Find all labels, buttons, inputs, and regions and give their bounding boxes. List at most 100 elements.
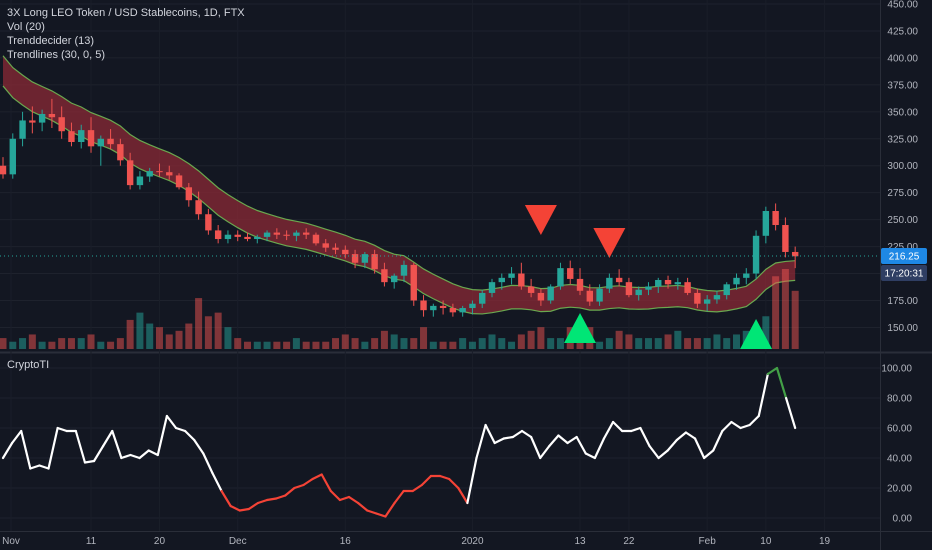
candle — [0, 157, 7, 179]
cryptoti-segment — [74, 429, 87, 464]
price-tick-label: 425.00 — [887, 26, 918, 37]
candle — [694, 288, 701, 309]
candle — [156, 163, 163, 177]
candle — [263, 230, 271, 242]
indicator-legend[interactable]: CryptoTI — [7, 359, 50, 371]
candle-body — [410, 264, 417, 301]
legend-trendlines[interactable]: Trendlines (30, 0, 5) — [7, 49, 106, 61]
volume-bar — [674, 330, 682, 349]
candle-body — [302, 232, 310, 235]
cryptoti-segment — [530, 435, 542, 460]
cryptoti-segment — [165, 414, 178, 430]
cryptoti-segment — [648, 444, 660, 460]
volume-bar — [332, 338, 340, 349]
volume-bar — [19, 338, 27, 349]
cryptoti-segment — [775, 366, 788, 400]
buy-arrow-icon — [564, 313, 597, 343]
candle — [48, 98, 56, 128]
candle — [322, 239, 329, 252]
candle-body — [107, 138, 114, 145]
candle-body — [87, 130, 95, 147]
volume-bar — [517, 334, 525, 349]
volume-bar — [781, 269, 789, 349]
candle — [195, 191, 202, 220]
cryptoti-segment — [757, 372, 769, 418]
cryptoti-segment — [129, 453, 141, 460]
candle-body — [420, 300, 427, 311]
cryptoti-segment — [548, 434, 560, 448]
cryptoti-segment — [38, 464, 50, 470]
volume-bar — [380, 330, 388, 349]
volume-bar — [126, 319, 134, 349]
cryptoti-segment — [211, 471, 223, 493]
buy-arrow-icon — [740, 319, 773, 349]
sell-arrow-icon — [524, 205, 557, 235]
candle-body — [283, 234, 290, 236]
candle-body — [126, 160, 134, 186]
cryptoti-segment — [457, 486, 469, 505]
volume-bar — [38, 341, 46, 349]
volume-bar — [263, 341, 271, 349]
candle-body — [293, 232, 300, 236]
volume-bar — [234, 338, 242, 349]
candle — [391, 273, 398, 289]
cryptoti-line — [1, 366, 797, 518]
cryptoti-segment — [293, 483, 305, 490]
cryptoti-segment — [384, 501, 396, 518]
candle — [439, 300, 447, 315]
indicator-axis[interactable]: 0.00 20.00 40.00 60.00 80.00 100.00 — [881, 364, 912, 525]
candle — [479, 289, 486, 309]
candle-body — [224, 234, 232, 240]
candle — [166, 165, 173, 180]
legend-trenddecider[interactable]: Trenddecider (13) — [7, 35, 95, 47]
cryptoti-segment — [784, 396, 797, 430]
candle-body — [567, 268, 574, 279]
candle-body — [439, 305, 447, 309]
cryptoti-segment — [366, 509, 378, 515]
candle — [175, 173, 183, 190]
time-axis[interactable]: Nov 11 20 Dec 16 2020 13 22 Feb 10 19 — [2, 536, 830, 547]
cryptoti-segment — [29, 464, 41, 470]
price-axis[interactable]: 150.00175.00200.00225.00250.00275.00300.… — [887, 0, 918, 334]
symbol-title[interactable]: 3X Long LEO Token / USD Stablecoins, 1D,… — [7, 7, 245, 19]
candle-body — [175, 175, 183, 188]
candle — [381, 262, 388, 287]
cryptoti-segment — [302, 477, 314, 487]
volume-bar — [283, 341, 291, 349]
candle-body — [459, 308, 466, 313]
candle — [78, 124, 85, 149]
legend-vol[interactable]: Vol (20) — [7, 21, 45, 33]
cryptoti-segment — [730, 420, 742, 430]
cryptoti-segment — [92, 444, 105, 463]
volume-bar — [791, 290, 799, 349]
time-tick-label: Dec — [229, 536, 247, 547]
cryptoti-segment — [703, 449, 715, 460]
candle-body — [518, 273, 525, 287]
candle — [234, 230, 241, 242]
volume-bar — [322, 341, 330, 349]
volume-bar — [292, 338, 300, 349]
volume-bar — [77, 338, 85, 349]
volume-bar — [273, 341, 281, 349]
cryptoti-segment — [675, 431, 688, 442]
volume-bar — [67, 338, 75, 349]
indicator-tick-label: 80.00 — [887, 394, 912, 405]
candle-body — [684, 282, 691, 293]
candle-body — [655, 280, 662, 287]
candle — [107, 129, 114, 150]
volume-bar — [468, 341, 476, 349]
volume-bar — [107, 341, 115, 349]
candle-body — [606, 277, 613, 289]
cryptoti-segment — [202, 452, 214, 475]
cryptoti-segment — [584, 452, 596, 460]
candle-body — [400, 264, 408, 276]
price-tick-label: 325.00 — [887, 134, 918, 145]
candle-body — [214, 230, 222, 240]
cryptoti-segment — [138, 449, 150, 460]
candle — [400, 260, 408, 283]
candle-body — [498, 277, 505, 283]
band-upper-edge — [2, 55, 796, 292]
candle — [224, 230, 232, 244]
candle — [410, 262, 417, 306]
